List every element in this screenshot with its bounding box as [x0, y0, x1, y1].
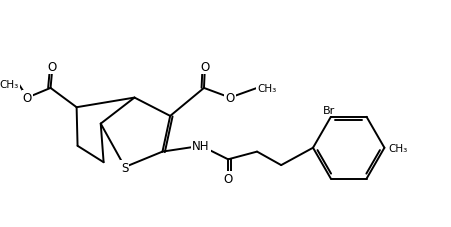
Text: CH₃: CH₃ [388, 143, 408, 153]
Text: O: O [23, 92, 32, 105]
Text: CH₃: CH₃ [257, 84, 276, 94]
Text: NH: NH [192, 140, 210, 153]
Text: O: O [224, 172, 233, 185]
Text: Br: Br [323, 106, 335, 116]
Text: S: S [121, 161, 129, 174]
Text: CH₃: CH₃ [0, 80, 18, 90]
Text: O: O [226, 92, 235, 105]
Text: O: O [48, 61, 57, 74]
Text: O: O [200, 61, 210, 74]
